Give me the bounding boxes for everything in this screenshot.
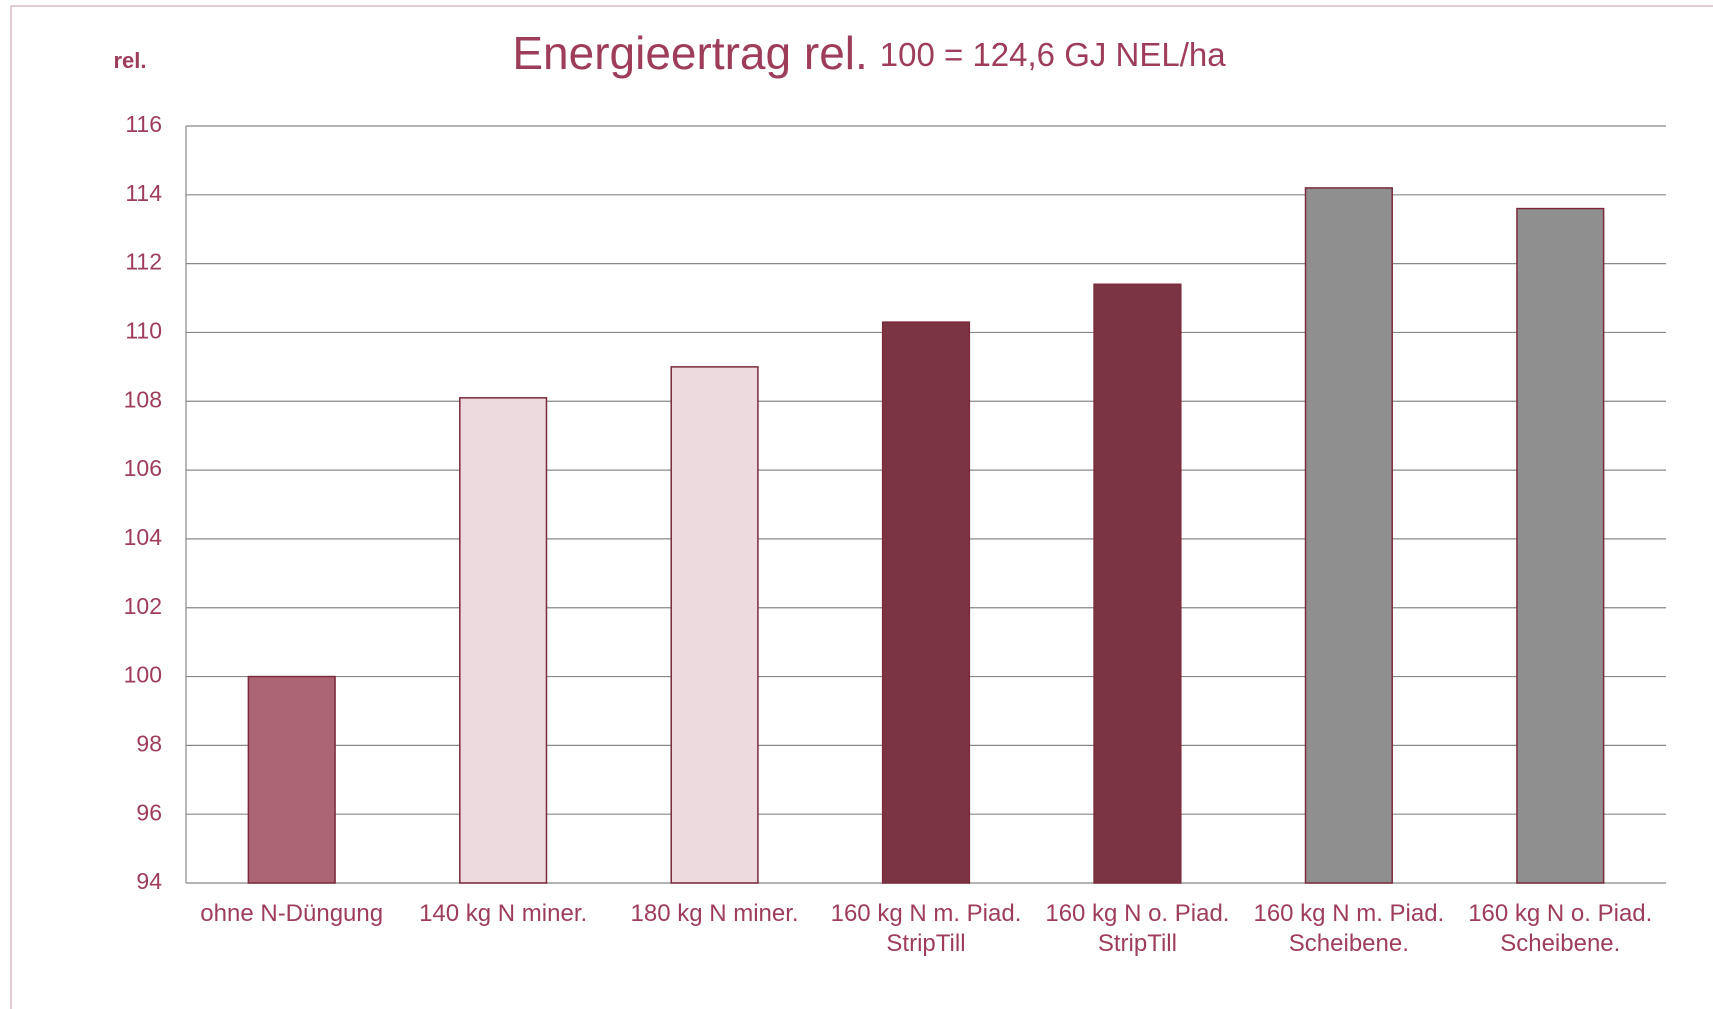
y-tick-label: 102 (124, 593, 162, 619)
bar (670, 366, 759, 884)
y-tick-label: 100 (124, 662, 162, 688)
y-tick-label: 94 (136, 868, 162, 894)
bar (1304, 187, 1393, 884)
chart-title: Energieertrag rel. (512, 27, 867, 79)
y-tick-label: 98 (136, 730, 162, 756)
y-tick-label: 110 (125, 318, 162, 344)
x-tick-label: 160 kg N o. Piad. Scheibene. (1468, 900, 1653, 957)
bar (1093, 283, 1182, 884)
chart-subtitle: 100 = 124,6 GJ NEL/ha (880, 36, 1226, 73)
chart-title-group: Energieertrag rel. 100 = 124,6 GJ NEL/ha (512, 27, 1226, 79)
frame (10, 5, 1713, 1009)
bar (247, 675, 336, 884)
bar (1516, 207, 1605, 884)
y-tick-label: 114 (125, 180, 162, 206)
y-tick-label: 116 (125, 111, 162, 137)
y-axis-label: rel. (113, 48, 146, 73)
x-tick-label: 160 kg N o. Piad. StripTill (1045, 900, 1230, 957)
bar (459, 397, 548, 884)
y-tick-label: 106 (124, 455, 162, 481)
bar (881, 321, 971, 884)
x-tick-label: 140 kg N miner. (419, 900, 588, 927)
y-tick-label: 108 (124, 386, 162, 412)
y-tick-label: 96 (136, 799, 162, 825)
y-tick-label: 112 (125, 249, 162, 275)
y-tick-label: 104 (124, 524, 163, 550)
x-tick-label: ohne N-Düngung (200, 900, 384, 927)
x-tick-label: 160 kg N m. Piad. Scheibene. (1253, 900, 1445, 957)
x-tick-label: 180 kg N miner. (630, 900, 799, 927)
x-tick-label: 160 kg N m. Piad. StripTill (830, 900, 1022, 957)
